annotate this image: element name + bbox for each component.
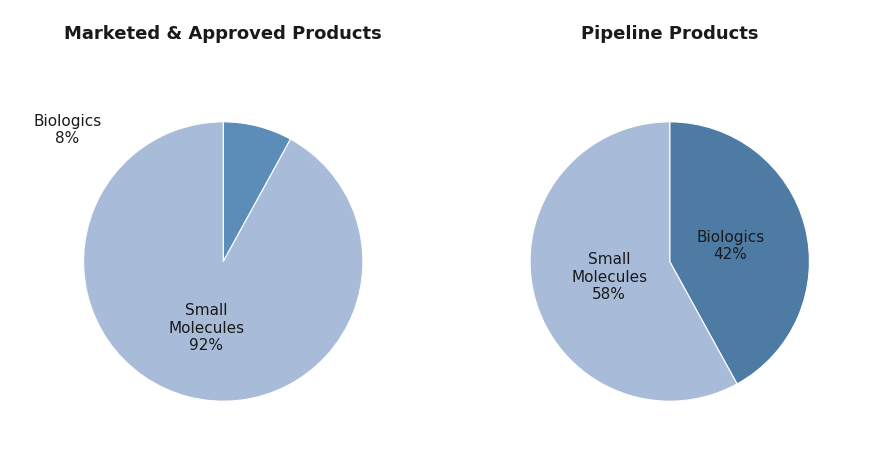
Title: Marketed & Approved Products: Marketed & Approved Products — [64, 26, 382, 43]
Text: Small
Molecules
92%: Small Molecules 92% — [168, 304, 244, 353]
Wedge shape — [670, 122, 809, 384]
Text: Small
Molecules
58%: Small Molecules 58% — [572, 252, 647, 302]
Text: Biologics
8%: Biologics 8% — [33, 114, 101, 146]
Wedge shape — [530, 122, 737, 401]
Title: Pipeline Products: Pipeline Products — [581, 26, 758, 43]
Wedge shape — [84, 122, 363, 401]
Wedge shape — [223, 122, 290, 262]
Text: Biologics
42%: Biologics 42% — [697, 230, 764, 262]
